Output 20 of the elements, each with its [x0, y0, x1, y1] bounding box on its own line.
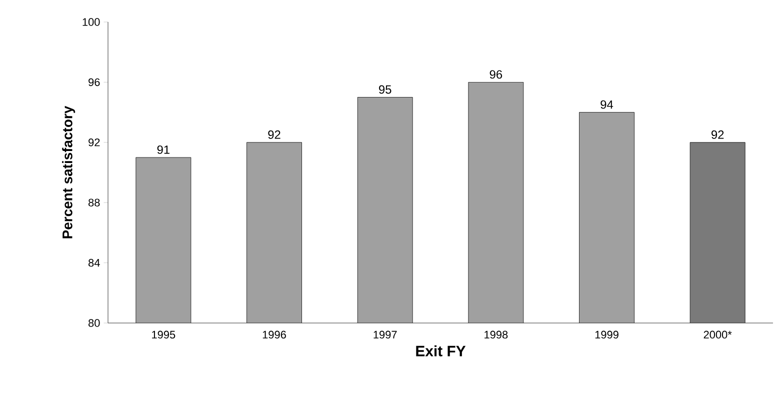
y-tick-label: 100 — [82, 18, 100, 26]
data-label: 96 — [490, 70, 502, 79]
x-tick-label: 1999 — [595, 330, 618, 339]
y-tick-label: 96 — [88, 78, 100, 86]
data-label: 94 — [600, 100, 614, 109]
x-tick-label: 2000* — [704, 330, 732, 339]
data-label: 92 — [268, 130, 280, 139]
data-label: 92 — [712, 130, 724, 139]
x-tick-label: 1997 — [374, 330, 397, 339]
data-label: 91 — [157, 145, 170, 154]
x-axis-title: Exit FY — [416, 345, 466, 356]
x-tick-label: 1995 — [152, 330, 176, 339]
x-tick-label: 1998 — [484, 330, 508, 339]
y-tick-label: 88 — [88, 198, 100, 206]
y-axis-title: Percent satisfactory — [62, 106, 76, 238]
y-tick-label: 84 — [88, 258, 100, 267]
x-tick-label: 1996 — [262, 330, 286, 339]
y-tick-label: 92 — [88, 138, 100, 146]
data-label: 95 — [379, 85, 392, 94]
y-tick-label: 80 — [88, 319, 100, 327]
